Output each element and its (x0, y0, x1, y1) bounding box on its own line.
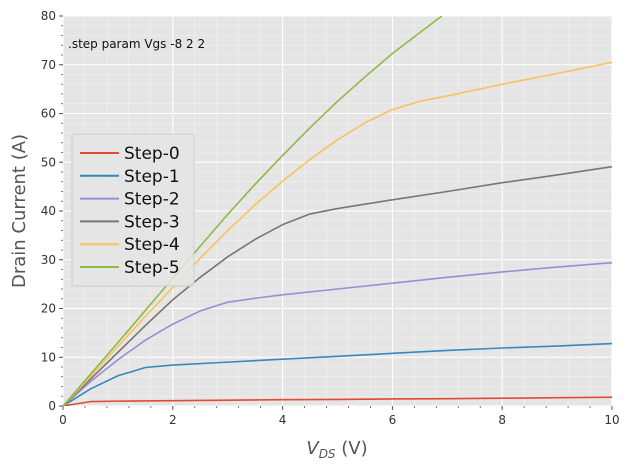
x-tick-label: 10 (604, 413, 619, 427)
y-tick-label: 60 (41, 107, 56, 121)
series-layer (63, 16, 612, 406)
x-axis-label: VDS (V) (306, 438, 367, 461)
y-axis-label: Drain Current (A) (9, 134, 30, 288)
series-line-step-0 (63, 396, 612, 406)
legend-label-step-4: Step-4 (124, 235, 180, 255)
y-tick-label: 10 (41, 350, 56, 364)
y-tick-label: 50 (41, 155, 56, 169)
y-tick-label: 0 (48, 399, 56, 413)
series-line-step-2 (63, 261, 612, 406)
tick-labels: 0 2 4 6 8 10 0 10 20 30 40 50 60 70 80 (41, 9, 620, 427)
series-line-step-3 (63, 165, 612, 406)
legend-box (71, 133, 195, 287)
axis-ticks (59, 15, 613, 410)
y-tick-label: 20 (41, 302, 56, 316)
x-tick-label: 6 (389, 413, 397, 427)
series-line-step-5 (63, 16, 443, 406)
step-param-annotation: .step param Vgs -8 2 2 (68, 37, 205, 51)
x-tick-label: 8 (498, 413, 506, 427)
x-tick-label: 4 (279, 413, 287, 427)
legend-label-step-3: Step-3 (124, 212, 180, 232)
x-tick-label: 2 (169, 413, 177, 427)
y-tick-label: 40 (41, 204, 56, 218)
y-tick-label: 70 (41, 58, 56, 72)
legend-label-step-0: Step-0 (124, 144, 180, 164)
y-tick-label: 30 (41, 253, 56, 267)
x-tick-label: 0 (59, 413, 67, 427)
x-axis-label-unit: (V) (336, 438, 368, 459)
x-axis-label-symbol: V (306, 438, 320, 459)
y-tick-label: 80 (41, 9, 56, 23)
legend-label-step-1: Step-1 (124, 167, 180, 187)
legend-label-step-2: Step-2 (124, 190, 180, 210)
x-axis-label-subscript: DS (319, 447, 336, 461)
legend-label-step-5: Step-5 (124, 258, 180, 278)
series-line-step-4 (63, 61, 612, 406)
series-line-step-1 (63, 342, 612, 406)
